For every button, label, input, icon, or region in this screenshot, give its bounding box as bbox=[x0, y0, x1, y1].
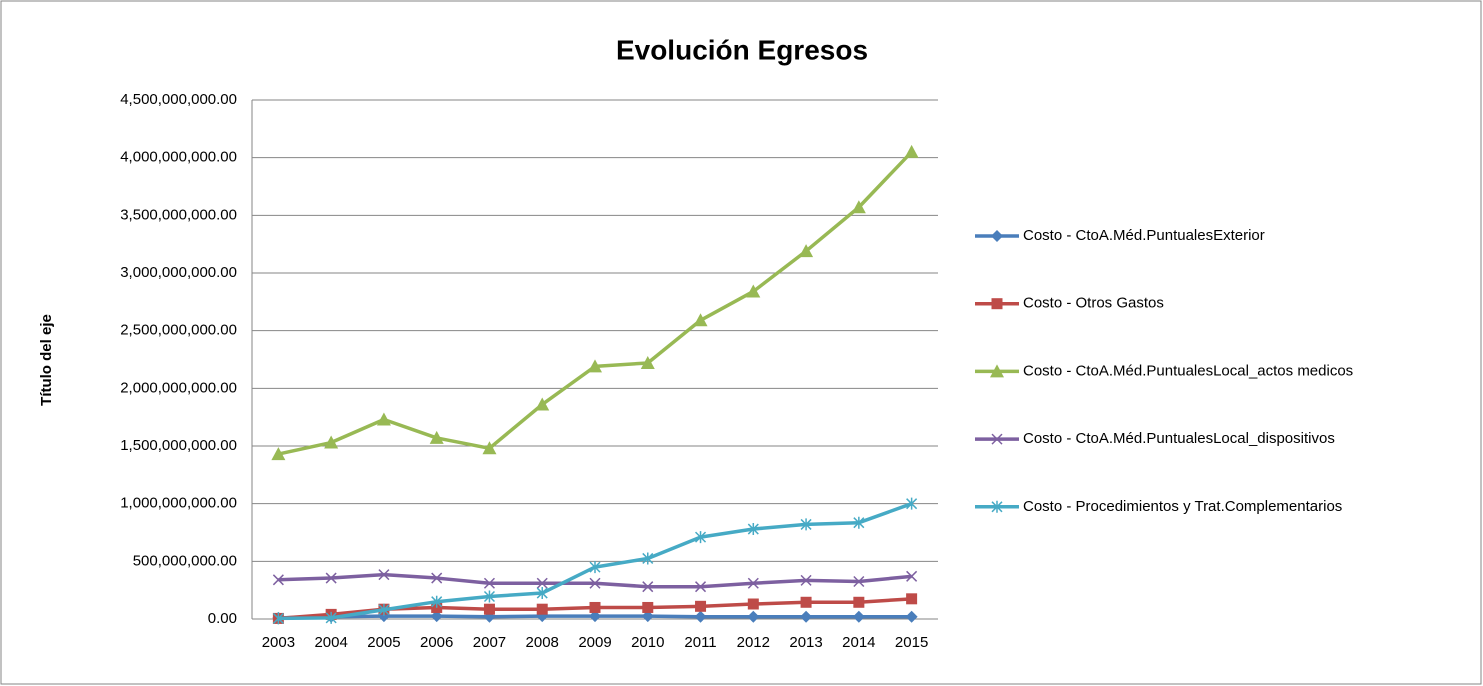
data-point bbox=[378, 569, 390, 581]
data-point bbox=[272, 612, 284, 625]
data-point bbox=[906, 570, 918, 582]
data-point bbox=[482, 441, 497, 455]
data-point bbox=[589, 610, 601, 623]
data-point bbox=[906, 593, 918, 605]
data-point bbox=[695, 581, 707, 593]
data-point bbox=[746, 284, 761, 298]
x-tick-label: 2003 bbox=[262, 634, 295, 651]
data-point bbox=[589, 601, 601, 613]
data-point bbox=[904, 144, 919, 158]
data-point bbox=[695, 531, 707, 544]
y-tick-label: 500,000,000.00 bbox=[133, 552, 237, 569]
data-point bbox=[640, 355, 655, 369]
data-point bbox=[642, 581, 654, 593]
y-tick-label: 2,500,000,000.00 bbox=[120, 322, 237, 339]
data-point bbox=[800, 574, 812, 586]
x-tick-label: 2015 bbox=[895, 634, 928, 651]
data-point bbox=[536, 587, 548, 600]
y-tick-label: 1,500,000,000.00 bbox=[120, 437, 237, 454]
data-point bbox=[853, 516, 865, 529]
data-point bbox=[378, 603, 390, 616]
legend-marker bbox=[991, 230, 1003, 242]
data-point bbox=[694, 610, 707, 623]
data-point bbox=[800, 596, 812, 608]
data-point bbox=[376, 412, 391, 426]
x-tick-label: 2004 bbox=[314, 634, 347, 651]
data-point bbox=[536, 577, 548, 589]
x-tick-label: 2008 bbox=[526, 634, 559, 651]
data-point bbox=[535, 397, 550, 411]
data-point bbox=[747, 598, 759, 610]
x-tick-label: 2010 bbox=[631, 634, 664, 651]
data-point bbox=[747, 610, 760, 623]
legend-label: Costo - Procedimientos y Trat.Complement… bbox=[1023, 498, 1342, 515]
data-point bbox=[641, 610, 654, 623]
data-point bbox=[800, 610, 813, 623]
data-point bbox=[483, 577, 495, 589]
data-point bbox=[853, 596, 865, 608]
y-axis-title: Título del eje bbox=[38, 314, 55, 406]
data-point bbox=[851, 200, 866, 214]
data-point bbox=[324, 435, 339, 449]
y-tick-label: 4,000,000,000.00 bbox=[120, 149, 237, 166]
x-tick-label: 2005 bbox=[367, 634, 400, 651]
x-tick-label: 2007 bbox=[473, 634, 506, 651]
legend-marker bbox=[991, 433, 1003, 445]
data-point bbox=[271, 447, 286, 461]
data-point bbox=[589, 561, 601, 574]
y-tick-label: 3,000,000,000.00 bbox=[120, 264, 237, 281]
y-tick-label: 1,000,000,000.00 bbox=[120, 495, 237, 512]
data-point bbox=[431, 572, 443, 584]
data-point bbox=[693, 313, 708, 327]
x-tick-label: 2009 bbox=[578, 634, 611, 651]
data-point bbox=[536, 603, 548, 615]
legend-marker bbox=[990, 364, 1004, 378]
data-point bbox=[430, 610, 443, 623]
y-tick-label: 0.00 bbox=[208, 610, 237, 627]
data-point bbox=[325, 611, 337, 624]
legend-marker bbox=[991, 298, 1003, 310]
data-point bbox=[429, 430, 444, 444]
data-point bbox=[642, 601, 654, 613]
y-tick-label: 3,500,000,000.00 bbox=[120, 206, 237, 223]
chart-title: Evolución Egresos bbox=[616, 34, 868, 65]
data-point bbox=[589, 577, 601, 589]
y-tick-label: 2,000,000,000.00 bbox=[120, 379, 237, 396]
data-point bbox=[483, 590, 495, 603]
data-point bbox=[747, 523, 759, 536]
y-tick-label: 4,500,000,000.00 bbox=[120, 91, 237, 108]
data-point bbox=[905, 610, 918, 623]
legend-marker bbox=[991, 500, 1003, 513]
data-point bbox=[853, 575, 865, 588]
x-tick-label: 2014 bbox=[842, 634, 875, 651]
data-point bbox=[483, 603, 495, 615]
legend-label: Costo - CtoA.Méd.PuntualesExterior bbox=[1023, 227, 1265, 244]
data-point bbox=[799, 244, 814, 258]
data-point bbox=[642, 552, 654, 565]
legend-label: Costo - Otros Gastos bbox=[1023, 295, 1164, 312]
legend-label: Costo - CtoA.Méd.PuntualesLocal_actos me… bbox=[1023, 362, 1353, 379]
data-point bbox=[272, 574, 284, 586]
data-point bbox=[431, 595, 443, 608]
data-point bbox=[747, 577, 759, 589]
data-point bbox=[695, 600, 707, 612]
data-point bbox=[588, 359, 602, 373]
x-tick-label: 2013 bbox=[789, 634, 822, 651]
x-tick-label: 2011 bbox=[684, 634, 716, 651]
data-point bbox=[325, 572, 337, 584]
x-tick-label: 2012 bbox=[737, 634, 770, 651]
data-point bbox=[906, 497, 918, 510]
data-point bbox=[852, 610, 865, 623]
x-tick-label: 2006 bbox=[420, 634, 453, 651]
legend-label: Costo - CtoA.Méd.PuntualesLocal_disposit… bbox=[1023, 430, 1335, 447]
data-point bbox=[800, 518, 812, 531]
